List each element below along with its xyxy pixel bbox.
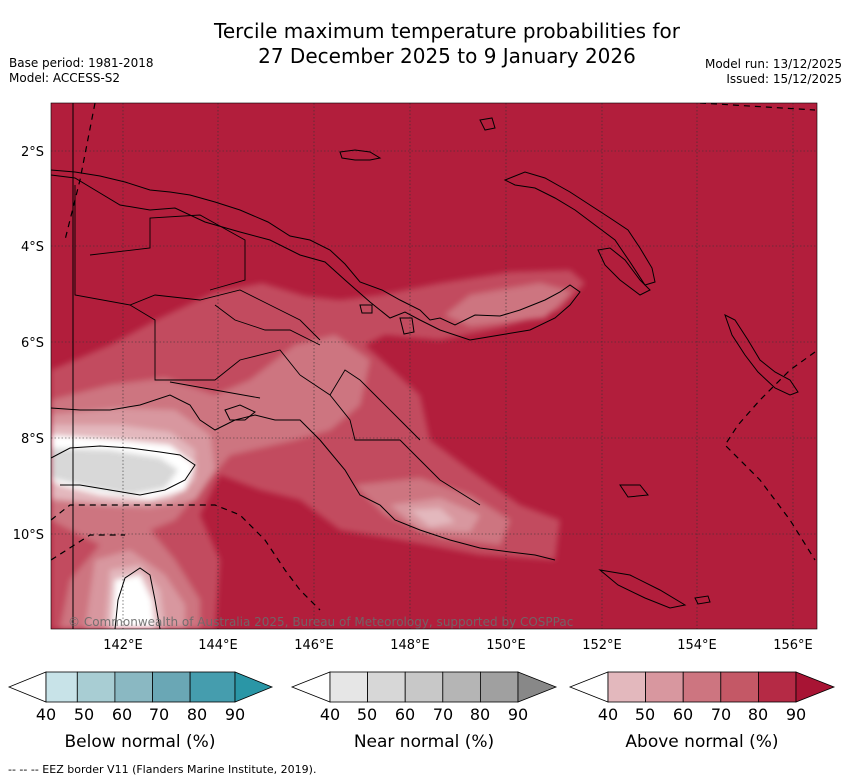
base-period: Base period: 1981-2018 bbox=[9, 56, 154, 70]
legend-below-swatch bbox=[114, 671, 153, 703]
legend-below-tick: 90 bbox=[225, 705, 245, 724]
copyright-text: © Commonwealth of Australia 2025, Bureau… bbox=[68, 615, 573, 629]
island-cluster-7 bbox=[224, 404, 256, 421]
legend-above-tick: 60 bbox=[673, 705, 693, 724]
map-frame bbox=[50, 102, 818, 630]
legend-near-tick: 90 bbox=[508, 705, 528, 724]
lon-label: 146°E bbox=[294, 638, 334, 653]
island-cluster-2 bbox=[399, 317, 415, 335]
legend-below-swatch bbox=[45, 671, 78, 703]
legend-above-swatch bbox=[758, 671, 797, 703]
cape-york bbox=[114, 567, 161, 629]
eez-borders bbox=[51, 103, 816, 611]
legend-near: 40 50 60 70 80 90 Near normal (%) bbox=[290, 671, 558, 752]
island-cluster-6 bbox=[694, 595, 711, 605]
legend-above-swatch bbox=[645, 671, 684, 703]
lat-label: 8°S bbox=[21, 432, 44, 447]
legend-above-tick: 50 bbox=[635, 705, 655, 724]
lon-label: 154°E bbox=[677, 638, 717, 653]
lon-label: 152°E bbox=[582, 638, 622, 653]
lat-label: 4°S bbox=[21, 240, 44, 255]
lat-label: 6°S bbox=[21, 336, 44, 351]
meta-right: Model run: 13/12/2025 Issued: 15/12/2025 bbox=[705, 57, 842, 87]
new-ireland bbox=[597, 247, 651, 296]
graticule bbox=[51, 103, 817, 629]
lat-label: 2°S bbox=[21, 145, 44, 160]
legend-below-high-arrow bbox=[234, 671, 274, 703]
lat-label: 10°S bbox=[13, 528, 44, 543]
legend-below-swatch bbox=[76, 671, 116, 703]
legend-below-tick: 80 bbox=[187, 705, 207, 724]
legend-above-tick: 40 bbox=[598, 705, 618, 724]
legend-near-tick: 70 bbox=[433, 705, 453, 724]
lon-label: 144°E bbox=[198, 638, 238, 653]
issued-date: Issued: 15/12/2025 bbox=[726, 72, 842, 86]
legend-near-high-arrow bbox=[517, 671, 558, 703]
latitude-labels: 2°S 4°S 6°S 8°S 10°S bbox=[13, 145, 44, 543]
gulf-coast bbox=[51, 445, 196, 496]
legend-below-low-arrow bbox=[7, 671, 47, 703]
meta-left: Base period: 1981-2018 Model: ACCESS-S2 bbox=[9, 56, 154, 86]
new-britain bbox=[503, 171, 656, 286]
legend-above-tick: 80 bbox=[748, 705, 768, 724]
island-cluster-3 bbox=[359, 304, 373, 314]
eez-footnote: -- -- -- EEZ border V11 (Flanders Marine… bbox=[8, 763, 317, 776]
provincial-borders bbox=[74, 185, 481, 506]
legend-near-tick: 50 bbox=[357, 705, 377, 724]
legend-near-swatch bbox=[404, 671, 444, 703]
longitude-labels: 142°E 144°E 146°E 148°E 150°E 152°E 154°… bbox=[103, 638, 813, 653]
island-cluster-5 bbox=[598, 569, 687, 609]
legend-below-tick: 70 bbox=[149, 705, 169, 724]
probability-fill bbox=[51, 270, 585, 629]
legend-above-swatch bbox=[682, 671, 722, 703]
title-line-1: Tercile maximum temperature probabilitie… bbox=[214, 19, 680, 43]
legend-above-tick: 70 bbox=[711, 705, 731, 724]
model-run: Model run: 13/12/2025 bbox=[704, 57, 842, 71]
island-cluster-4 bbox=[619, 484, 649, 498]
title-line-2: 27 December 2025 to 9 January 2026 bbox=[258, 44, 636, 68]
legend-below-tick: 60 bbox=[112, 705, 132, 724]
legend-below-swatch bbox=[152, 671, 191, 703]
legend-near-swatch bbox=[479, 671, 519, 703]
legend-below-swatch bbox=[189, 671, 236, 703]
chart-title: Tercile maximum temperature probabilitie… bbox=[150, 19, 744, 69]
legend-near-label: Near normal (%) bbox=[354, 732, 494, 752]
legend-above-swatch bbox=[720, 671, 759, 703]
legend-below-tick: 40 bbox=[36, 705, 56, 724]
lon-label: 148°E bbox=[390, 638, 430, 653]
legend-above-tick: 90 bbox=[786, 705, 806, 724]
bougainville bbox=[724, 314, 799, 396]
near-normal-region bbox=[51, 448, 178, 495]
legend-above-high-arrow bbox=[795, 671, 836, 703]
legend-near-swatch bbox=[367, 671, 406, 703]
legend-below-label: Below normal (%) bbox=[65, 732, 216, 752]
legend-below: 40 50 60 70 80 90 Below normal (%) bbox=[7, 671, 274, 752]
south-coast bbox=[51, 394, 556, 561]
lon-label: 150°E bbox=[486, 638, 526, 653]
legend-above-swatch bbox=[607, 671, 646, 703]
lon-label: 156°E bbox=[773, 638, 813, 653]
manus-island bbox=[339, 149, 382, 161]
legend-near-tick: 60 bbox=[395, 705, 415, 724]
legend-above-low-arrow bbox=[568, 671, 609, 703]
legend-above: 40 50 60 70 80 90 Above normal (%) bbox=[568, 671, 836, 752]
legend-near-swatch bbox=[442, 671, 481, 703]
new-guinea-coast bbox=[51, 169, 581, 341]
legend-near-tick: 40 bbox=[320, 705, 340, 724]
legend-above-label: Above normal (%) bbox=[625, 732, 778, 752]
model-name: Model: ACCESS-S2 bbox=[9, 71, 121, 85]
coastlines bbox=[51, 117, 799, 629]
legend-near-tick: 80 bbox=[470, 705, 490, 724]
island-cluster-1 bbox=[479, 117, 496, 131]
legend-near-swatch bbox=[329, 671, 368, 703]
legend-below-tick: 50 bbox=[74, 705, 94, 724]
lon-label: 142°E bbox=[103, 638, 143, 653]
legend-near-low-arrow bbox=[290, 671, 331, 703]
